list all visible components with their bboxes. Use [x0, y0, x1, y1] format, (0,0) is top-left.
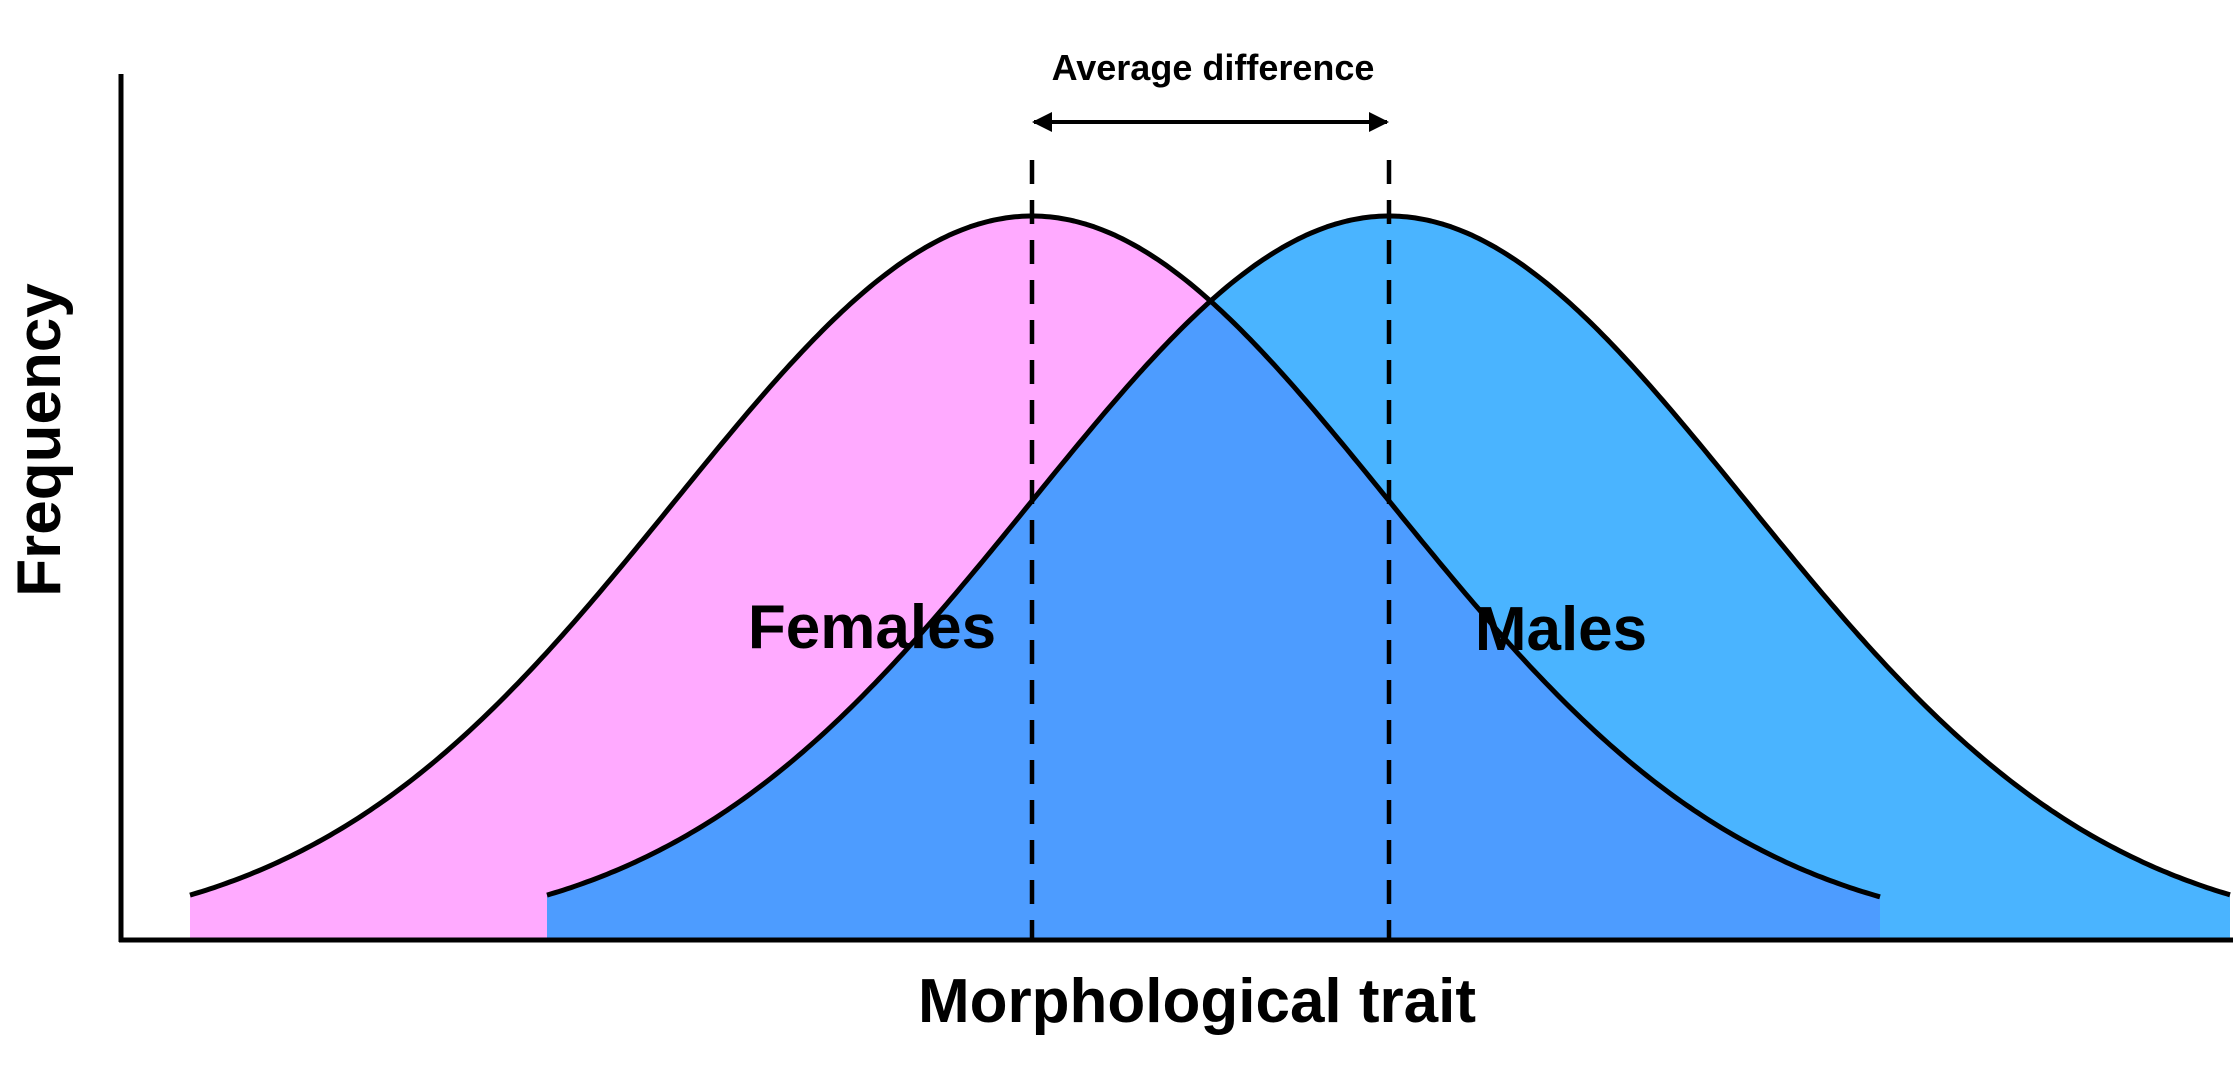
x-axis-title: Morphological trait	[918, 967, 1476, 1036]
average-difference-label: Average difference	[1052, 47, 1375, 88]
females-label: Females	[748, 593, 996, 662]
females-distribution-curve	[189, 213, 1881, 900]
males-label: Males	[1475, 595, 1647, 664]
y-axis-title: Frequency	[5, 283, 74, 597]
